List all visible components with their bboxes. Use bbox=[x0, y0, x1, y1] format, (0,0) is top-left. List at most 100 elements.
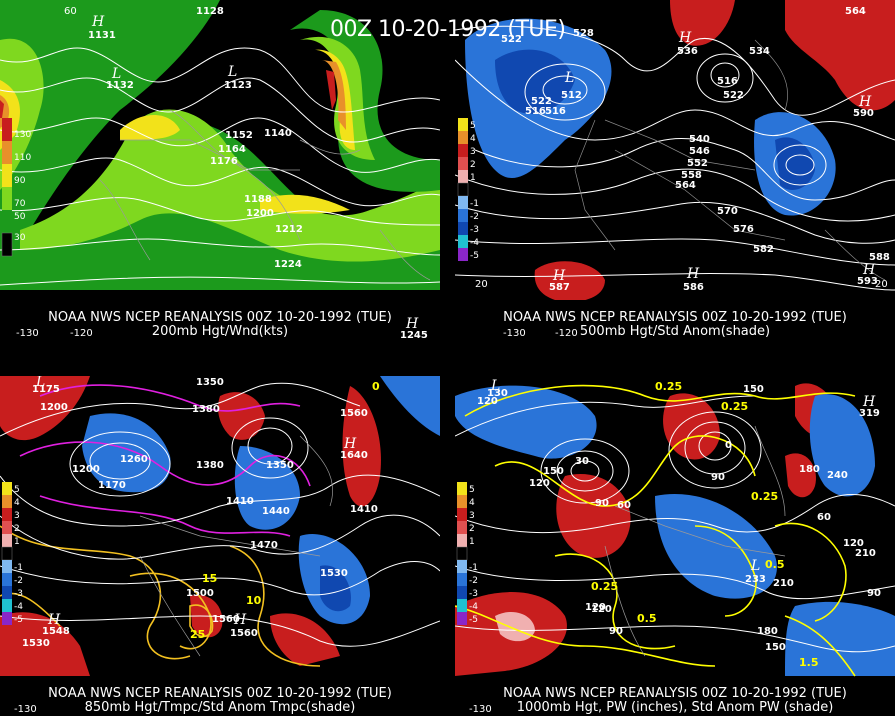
svg-text:H: H bbox=[686, 266, 700, 282]
panel-500mb: 5 4 3 2 1 -1 -2 -3 -4 -5 20 -130 -120 20… bbox=[455, 0, 895, 340]
svg-text:120: 120 bbox=[591, 604, 612, 615]
svg-text:1188: 1188 bbox=[244, 194, 272, 205]
svg-text:0: 0 bbox=[725, 440, 732, 451]
svg-text:3: 3 bbox=[469, 511, 475, 521]
svg-text:-2: -2 bbox=[470, 212, 479, 222]
svg-text:L: L bbox=[490, 378, 500, 394]
jet-shade-west bbox=[0, 0, 220, 260]
svg-text:H: H bbox=[858, 94, 872, 110]
page-title: 00Z 10-20-1992 (TUE) bbox=[330, 17, 566, 42]
anom-neg-mid bbox=[655, 494, 777, 599]
svg-text:H: H bbox=[862, 262, 876, 278]
svg-text:130: 130 bbox=[487, 388, 508, 399]
legend-1000mb: 5 4 3 2 1 -1 -2 -3 -4 -5 bbox=[456, 482, 478, 625]
svg-text:120: 120 bbox=[843, 538, 864, 549]
svg-text:120: 120 bbox=[585, 602, 606, 613]
svg-text:1260: 1260 bbox=[120, 454, 148, 465]
svg-text:0.25: 0.25 bbox=[721, 400, 748, 413]
svg-text:1164: 1164 bbox=[218, 144, 246, 155]
map-1000mb: 5 4 3 2 1 -1 -2 -3 -4 -5 -130 0.25 0.25 … bbox=[455, 376, 895, 716]
svg-text:1170: 1170 bbox=[98, 480, 126, 491]
svg-text:534: 534 bbox=[749, 46, 770, 57]
svg-text:120: 120 bbox=[477, 396, 498, 407]
svg-text:1140: 1140 bbox=[264, 128, 292, 139]
svg-text:1350: 1350 bbox=[266, 460, 294, 471]
svg-text:1500: 1500 bbox=[186, 588, 214, 599]
svg-text:90: 90 bbox=[14, 176, 26, 186]
svg-text:210: 210 bbox=[773, 578, 794, 589]
svg-text:0.25: 0.25 bbox=[655, 380, 682, 393]
svg-text:0: 0 bbox=[372, 380, 380, 393]
svg-text:564: 564 bbox=[675, 180, 696, 191]
anom-pos-ne bbox=[785, 0, 895, 111]
svg-text:H: H bbox=[343, 436, 357, 452]
svg-text:-2: -2 bbox=[14, 576, 23, 586]
svg-text:586: 586 bbox=[683, 282, 704, 293]
svg-text:5: 5 bbox=[469, 485, 475, 495]
svg-text:-1: -1 bbox=[470, 199, 479, 209]
svg-text:1: 1 bbox=[469, 537, 475, 547]
svg-text:1.5: 1.5 bbox=[799, 656, 819, 669]
svg-text:-1: -1 bbox=[14, 563, 23, 573]
jet-shade-main-core bbox=[20, 109, 440, 262]
svg-text:20: 20 bbox=[475, 279, 488, 290]
map-200mb: 130 110 90 70 50 30 60 -120 -130 1128 11… bbox=[0, 0, 440, 340]
contour-labels-200mb: 1128 1140 1152 1164 1176 1188 1200 1212 … bbox=[196, 6, 303, 270]
svg-text:-4: -4 bbox=[14, 602, 23, 612]
svg-text:1123: 1123 bbox=[224, 80, 252, 91]
svg-text:2: 2 bbox=[469, 524, 475, 534]
contour-labels-1000mb: 0.25 0.25 0.25 0.25 0.5 0.5 1.5 150 120 … bbox=[477, 380, 881, 669]
anom-pos-east bbox=[785, 453, 816, 498]
svg-text:4: 4 bbox=[14, 498, 20, 508]
pressure-centers-850mb: L 1175 H 1548 H 1560 H 1640 bbox=[32, 376, 368, 639]
svg-text:10: 10 bbox=[246, 594, 262, 607]
coastlines-1000mb bbox=[604, 425, 786, 657]
svg-text:H: H bbox=[47, 612, 61, 628]
svg-text:1640: 1640 bbox=[340, 450, 368, 461]
svg-text:-2: -2 bbox=[469, 576, 478, 586]
svg-text:-5: -5 bbox=[470, 251, 479, 261]
height-contours-850mb bbox=[0, 382, 440, 647]
svg-text:L: L bbox=[750, 558, 760, 574]
svg-text:H: H bbox=[233, 612, 247, 628]
svg-text:150: 150 bbox=[765, 642, 786, 653]
svg-text:516: 516 bbox=[717, 76, 738, 87]
svg-text:576: 576 bbox=[733, 224, 754, 235]
svg-text:-130: -130 bbox=[14, 704, 37, 715]
anom-neg-mid bbox=[234, 446, 300, 530]
svg-text:552: 552 bbox=[687, 158, 708, 169]
svg-text:1200: 1200 bbox=[246, 208, 274, 219]
svg-text:H: H bbox=[405, 316, 419, 332]
svg-text:1245: 1245 bbox=[400, 330, 428, 340]
height-contours-500mb bbox=[455, 25, 895, 291]
svg-text:1548: 1548 bbox=[42, 626, 70, 637]
svg-text:0.25: 0.25 bbox=[591, 580, 618, 593]
svg-text:90: 90 bbox=[867, 588, 881, 599]
svg-text:-5: -5 bbox=[14, 615, 23, 625]
svg-text:1530: 1530 bbox=[22, 638, 50, 649]
svg-text:1200: 1200 bbox=[40, 402, 68, 413]
svg-text:30: 30 bbox=[14, 233, 26, 243]
svg-text:522: 522 bbox=[723, 90, 744, 101]
svg-text:1128: 1128 bbox=[196, 6, 224, 17]
anom-neg-east-core bbox=[775, 137, 815, 190]
svg-text:1: 1 bbox=[14, 537, 20, 547]
svg-text:5: 5 bbox=[14, 485, 20, 495]
svg-text:1380: 1380 bbox=[196, 460, 224, 471]
svg-text:1200: 1200 bbox=[72, 464, 100, 475]
svg-text:-120: -120 bbox=[555, 328, 578, 339]
svg-text:0.5: 0.5 bbox=[765, 558, 785, 571]
svg-text:60: 60 bbox=[64, 6, 77, 17]
svg-text:L: L bbox=[111, 66, 121, 82]
svg-text:-3: -3 bbox=[470, 225, 479, 235]
svg-text:1410: 1410 bbox=[226, 496, 254, 507]
svg-text:1131: 1131 bbox=[88, 30, 116, 41]
svg-text:1: 1 bbox=[470, 173, 476, 183]
jet-shade-se-max bbox=[260, 194, 350, 214]
svg-text:25: 25 bbox=[190, 628, 205, 641]
svg-text:30: 30 bbox=[575, 456, 589, 467]
svg-text:L: L bbox=[227, 64, 237, 80]
svg-text:1560: 1560 bbox=[212, 614, 240, 625]
anom-neg-se bbox=[785, 601, 895, 676]
svg-text:558: 558 bbox=[681, 170, 702, 181]
